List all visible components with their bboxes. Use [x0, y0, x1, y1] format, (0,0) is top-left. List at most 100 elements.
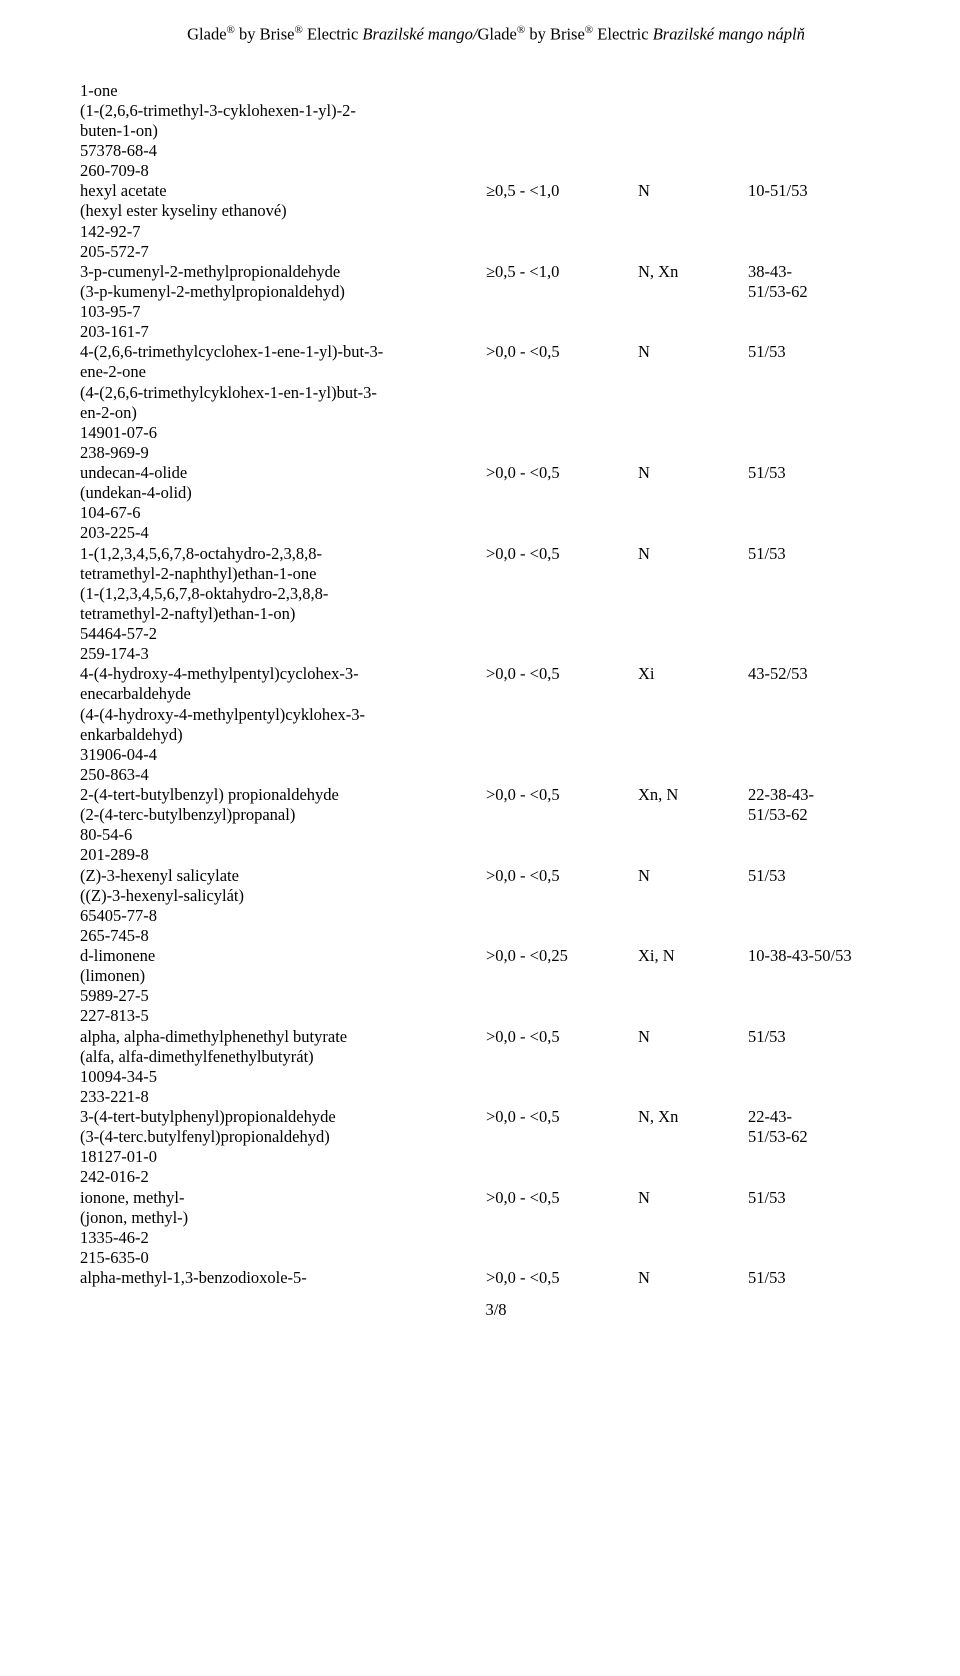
table-row: 203-225-4: [80, 523, 912, 543]
hdr-prod1: Brazilské mango: [362, 25, 472, 44]
table-row: (1-(1,2,3,4,5,6,7,8-oktahydro-2,3,8,8-: [80, 584, 912, 604]
cell-c1: tetramethyl-2-naftyl)ethan-1-on): [80, 604, 486, 624]
cell-c1: 259-174-3: [80, 644, 486, 664]
cell-c3: N, Xn: [638, 1107, 748, 1127]
cell-c1: 10094-34-5: [80, 1067, 486, 1087]
table-row: 265-745-8: [80, 926, 912, 946]
table-row: 242-016-2: [80, 1167, 912, 1187]
table-row: 259-174-3: [80, 644, 912, 664]
table-row: ((Z)-3-hexenyl-salicylát): [80, 886, 912, 906]
cell-c1: 104-67-6: [80, 503, 486, 523]
cell-c1: tetramethyl-2-naphthyl)ethan-1-one: [80, 564, 486, 584]
table-row: 1-one: [80, 81, 912, 101]
cell-c4: 51/53-62: [748, 805, 912, 825]
cell-c1: undecan-4-olide: [80, 463, 486, 483]
table-row: (4-(2,6,6-trimethylcyklohex-1-en-1-yl)bu…: [80, 383, 912, 403]
cell-c1: 260-709-8: [80, 161, 486, 181]
cell-c4: 51/53: [748, 463, 912, 483]
table-row: (undekan-4-olid): [80, 483, 912, 503]
cell-c1: 1-one: [80, 81, 486, 101]
cell-c2: >0,0 - <0,5: [486, 866, 638, 886]
cell-c1: (1-(2,6,6-trimethyl-3-cyklohexen-1-yl)-2…: [80, 101, 486, 121]
table-row: 104-67-6: [80, 503, 912, 523]
cell-c3: N: [638, 1188, 748, 1208]
table-row: d-limonene>0,0 - <0,25Xi, N10-38-43-50/5…: [80, 946, 912, 966]
cell-c2: >0,0 - <0,5: [486, 1027, 638, 1047]
cell-c2: >0,0 - <0,5: [486, 785, 638, 805]
cell-c1: (hexyl ester kyseliny ethanové): [80, 201, 486, 221]
cell-c4: 51/53: [748, 342, 912, 362]
cell-c1: 65405-77-8: [80, 906, 486, 926]
cell-c4: 22-43-: [748, 1107, 912, 1127]
cell-c3: N: [638, 544, 748, 564]
cell-c1: 3-(4-tert-butylphenyl)propionaldehyde: [80, 1107, 486, 1127]
cell-c3: N: [638, 1268, 748, 1288]
hdr-reg4: ®: [585, 24, 593, 36]
hdr-reg1: ®: [227, 24, 235, 36]
table-row: 10094-34-5: [80, 1067, 912, 1087]
page-header: Glade® by Brise® Electric Brazilské mang…: [80, 24, 912, 45]
table-row: (1-(2,6,6-trimethyl-3-cyklohexen-1-yl)-2…: [80, 101, 912, 121]
cell-c3: N: [638, 866, 748, 886]
cell-c4: 22-38-43-: [748, 785, 912, 805]
cell-c1: 1-(1,2,3,4,5,6,7,8-octahydro-2,3,8,8-: [80, 544, 486, 564]
cell-c1: (4-(4-hydroxy-4-methylpentyl)cyklohex-3-: [80, 705, 486, 725]
cell-c3: N: [638, 342, 748, 362]
hdr-suffix: náplň: [763, 25, 805, 44]
cell-c2: >0,0 - <0,5: [486, 1268, 638, 1288]
table-row: (3-(4-terc.butylfenyl)propionaldehyd)51/…: [80, 1127, 912, 1147]
cell-c1: 203-161-7: [80, 322, 486, 342]
table-row: ene-2-one: [80, 362, 912, 382]
table-row: 103-95-7: [80, 302, 912, 322]
cell-c1: (jonon, methyl-): [80, 1208, 486, 1228]
cell-c2: >0,0 - <0,5: [486, 664, 638, 684]
composition-table: 1-one(1-(2,6,6-trimethyl-3-cyklohexen-1-…: [80, 81, 912, 1289]
table-row: (hexyl ester kyseliny ethanové): [80, 201, 912, 221]
cell-c1: enkarbaldehyd): [80, 725, 486, 745]
cell-c1: ((Z)-3-hexenyl-salicylát): [80, 886, 486, 906]
hdr-by2: by Brise: [525, 25, 585, 44]
cell-c4: 38-43-: [748, 262, 912, 282]
cell-c1: alpha-methyl-1,3-benzodioxole-5-: [80, 1268, 486, 1288]
table-row: 233-221-8: [80, 1087, 912, 1107]
cell-c1: 54464-57-2: [80, 624, 486, 644]
cell-c2: ≥0,5 - <1,0: [486, 262, 638, 282]
hdr-prod2: Brazilské mango: [653, 25, 763, 44]
table-row: 4-(2,6,6-trimethylcyclohex-1-ene-1-yl)-b…: [80, 342, 912, 362]
table-row: (Z)-3-hexenyl salicylate>0,0 - <0,5N51/5…: [80, 866, 912, 886]
cell-c1: (3-(4-terc.butylfenyl)propionaldehyd): [80, 1127, 486, 1147]
cell-c1: 4-(4-hydroxy-4-methylpentyl)cyclohex-3-: [80, 664, 486, 684]
page-number: 3/8: [80, 1300, 912, 1320]
table-row: undecan-4-olide>0,0 - <0,5N51/53: [80, 463, 912, 483]
cell-c1: buten-1-on): [80, 121, 486, 141]
cell-c2: >0,0 - <0,5: [486, 342, 638, 362]
cell-c1: 203-225-4: [80, 523, 486, 543]
hdr-elec2: Electric: [593, 25, 653, 44]
cell-c1: ionone, methyl-: [80, 1188, 486, 1208]
cell-c1: 233-221-8: [80, 1087, 486, 1107]
table-row: hexyl acetate≥0,5 - <1,0N10-51/53: [80, 181, 912, 201]
table-row: (limonen): [80, 966, 912, 986]
cell-c1: 205-572-7: [80, 242, 486, 262]
cell-c1: 201-289-8: [80, 845, 486, 865]
cell-c3: N, Xn: [638, 262, 748, 282]
table-row: 238-969-9: [80, 443, 912, 463]
table-row: 14901-07-6: [80, 423, 912, 443]
cell-c1: 4-(2,6,6-trimethylcyclohex-1-ene-1-yl)-b…: [80, 342, 486, 362]
hdr-reg3: ®: [517, 24, 525, 36]
cell-c2: >0,0 - <0,25: [486, 946, 638, 966]
cell-c1: 103-95-7: [80, 302, 486, 322]
cell-c2: >0,0 - <0,5: [486, 463, 638, 483]
cell-c1: 31906-04-4: [80, 745, 486, 765]
cell-c4: 10-38-43-50/53: [748, 946, 912, 966]
table-row: 1335-46-2: [80, 1228, 912, 1248]
table-row: tetramethyl-2-naftyl)ethan-1-on): [80, 604, 912, 624]
table-row: (2-(4-terc-butylbenzyl)propanal)51/53-62: [80, 805, 912, 825]
hdr-brand2: Glade: [477, 25, 516, 44]
table-row: (3-p-kumenyl-2-methylpropionaldehyd)51/5…: [80, 282, 912, 302]
table-row: 215-635-0: [80, 1248, 912, 1268]
table-row: 227-813-5: [80, 1006, 912, 1026]
table-row: 2-(4-tert-butylbenzyl) propionaldehyde>0…: [80, 785, 912, 805]
cell-c1: 80-54-6: [80, 825, 486, 845]
hdr-by1: by Brise: [235, 25, 295, 44]
